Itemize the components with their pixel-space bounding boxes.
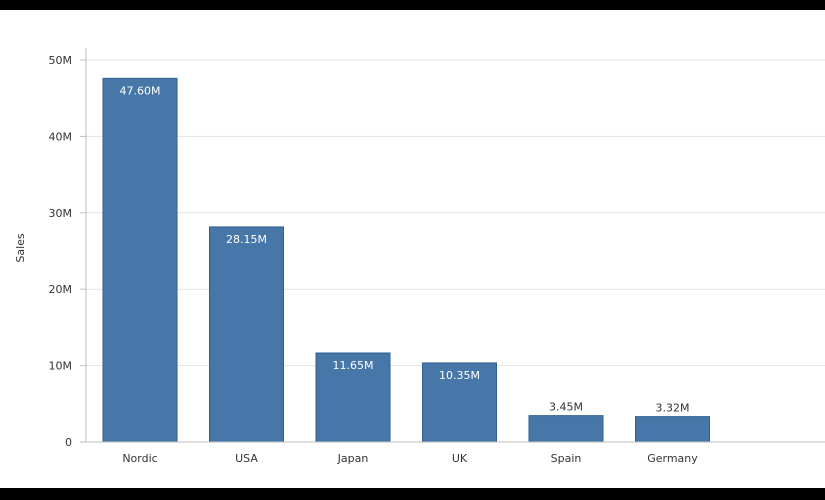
- x-tick-label: Japan: [337, 452, 369, 465]
- gridlines: [86, 59, 825, 367]
- x-tick-label: Germany: [647, 452, 698, 465]
- x-tick-label: UK: [452, 452, 468, 465]
- bar: [635, 416, 710, 443]
- data-labels: 47.60M 28.15M 11.65M 10.35M 3.45M 3.32M: [120, 84, 690, 414]
- bar: [528, 415, 604, 443]
- y-tick-label: 20M: [49, 283, 73, 296]
- data-label: 3.45M: [549, 401, 583, 414]
- chart-frame: 47.60M 28.15M 11.65M 10.35M 3.45M 3.32M 0 10M 2…: [0, 10, 825, 488]
- data-label: 11.65M: [333, 359, 374, 372]
- y-tick-label: 40M: [49, 130, 73, 143]
- y-axis-title: Sales: [14, 233, 27, 263]
- y-ticks: 0 10M 20M 30M 40M 50M: [49, 54, 86, 449]
- bar: [102, 77, 178, 443]
- axes: [85, 48, 825, 443]
- bar: [315, 352, 391, 443]
- y-tick-label: 0: [65, 436, 72, 449]
- y-tick-label: 30M: [49, 207, 73, 220]
- sales-bar-chart: 47.60M 28.15M 11.65M 10.35M 3.45M 3.32M 0 10M 2…: [14, 48, 825, 465]
- data-label: 47.60M: [120, 84, 161, 97]
- x-ticks: Nordic USA Japan UK Spain Germany: [122, 452, 698, 465]
- y-tick-label: 10M: [49, 360, 73, 373]
- x-tick-label: USA: [235, 452, 258, 465]
- data-label: 28.15M: [226, 233, 267, 246]
- data-label: 3.32M: [656, 402, 690, 415]
- y-tick-label: 50M: [49, 54, 73, 67]
- bar: [209, 226, 284, 443]
- x-tick-label: Spain: [551, 452, 582, 465]
- x-tick-label: Nordic: [122, 452, 157, 465]
- data-label: 10.35M: [439, 369, 480, 382]
- bars: [102, 77, 710, 443]
